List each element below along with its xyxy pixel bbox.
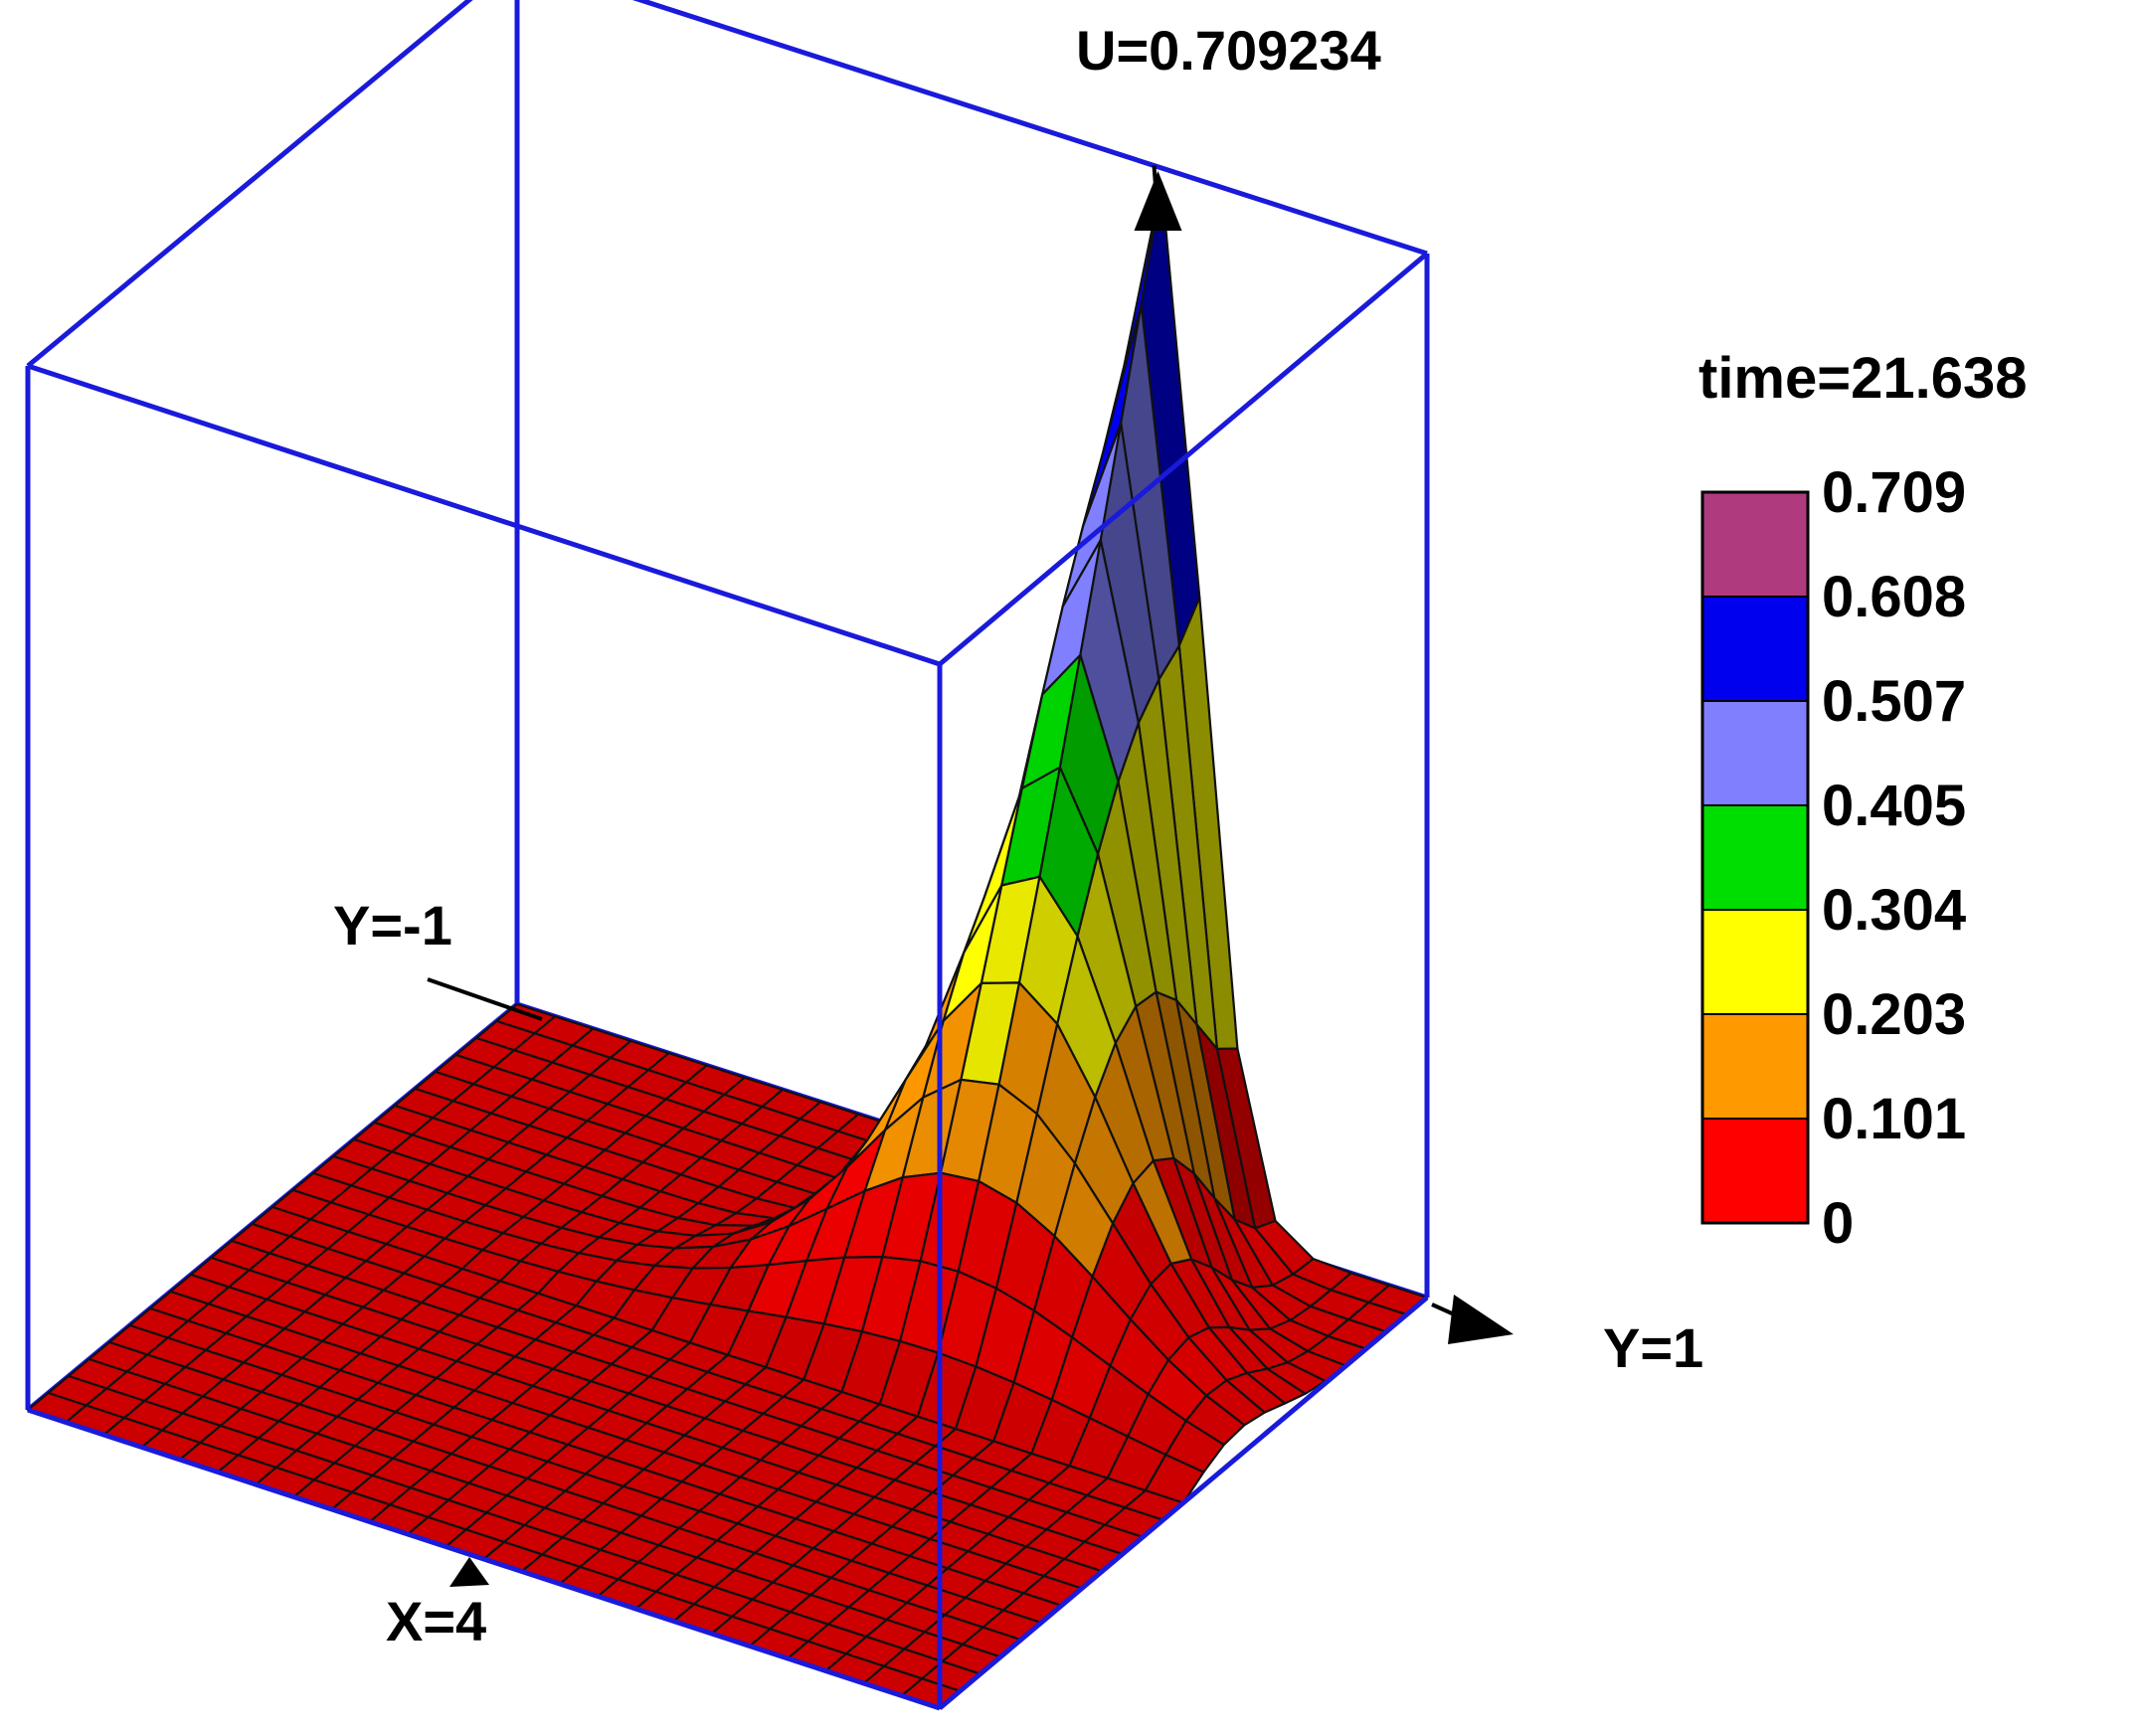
colorbar-segment <box>1701 1013 1809 1120</box>
y-min-axis-line <box>427 977 543 1021</box>
colorbar-tick-label: 0.101 <box>1822 1087 1966 1151</box>
colorbar-tick-label: 0.203 <box>1822 982 1966 1047</box>
colorbar-segment <box>1701 596 1809 702</box>
colorbar-segment <box>1701 491 1809 598</box>
colorbar-segment <box>1701 909 1809 1015</box>
box-edge <box>938 252 1429 666</box>
colorbar-tick-label: 0.507 <box>1822 669 1966 734</box>
colorbar-segment <box>1701 700 1809 806</box>
y-max-label: Y=1 <box>1603 1316 1703 1379</box>
chart-title: U=0.709234 <box>1076 19 1381 82</box>
box-edge <box>26 0 473 368</box>
colorbar-segment <box>1701 1118 1809 1224</box>
box-edge <box>631 0 1428 257</box>
box-edge <box>27 1407 941 1711</box>
surface-plot <box>26 181 1429 1710</box>
colorbar-legend: 0.709 0.608 0.507 0.405 0.304 0.203 0.101 0 <box>1700 460 1966 1256</box>
bounding-box-front <box>25 252 1430 1711</box>
y-axis-arrowhead <box>1448 1295 1514 1344</box>
time-label: time=21.638 <box>1698 346 2028 411</box>
x-max-label: X=4 <box>386 1590 486 1652</box>
colorbar-frame <box>1700 490 1810 1225</box>
z-axis-arrowhead <box>1134 171 1182 231</box>
y-min-label: Y=-1 <box>333 894 452 956</box>
box-edge <box>938 1296 1429 1710</box>
colorbar-tick-label: 0.709 <box>1822 460 1966 525</box>
axis-arrows <box>427 165 1514 1587</box>
x-axis-arrowhead <box>449 1557 489 1587</box>
colorbar-tick-label: 0 <box>1822 1191 1854 1256</box>
colorbar-tick-label: 0.405 <box>1822 774 1966 838</box>
colorbar-segment <box>1701 804 1809 911</box>
box-edge <box>27 363 941 667</box>
colorbar-tick-label: 0.608 <box>1822 565 1966 629</box>
colorbar-tick-label: 0.304 <box>1822 878 1966 943</box>
